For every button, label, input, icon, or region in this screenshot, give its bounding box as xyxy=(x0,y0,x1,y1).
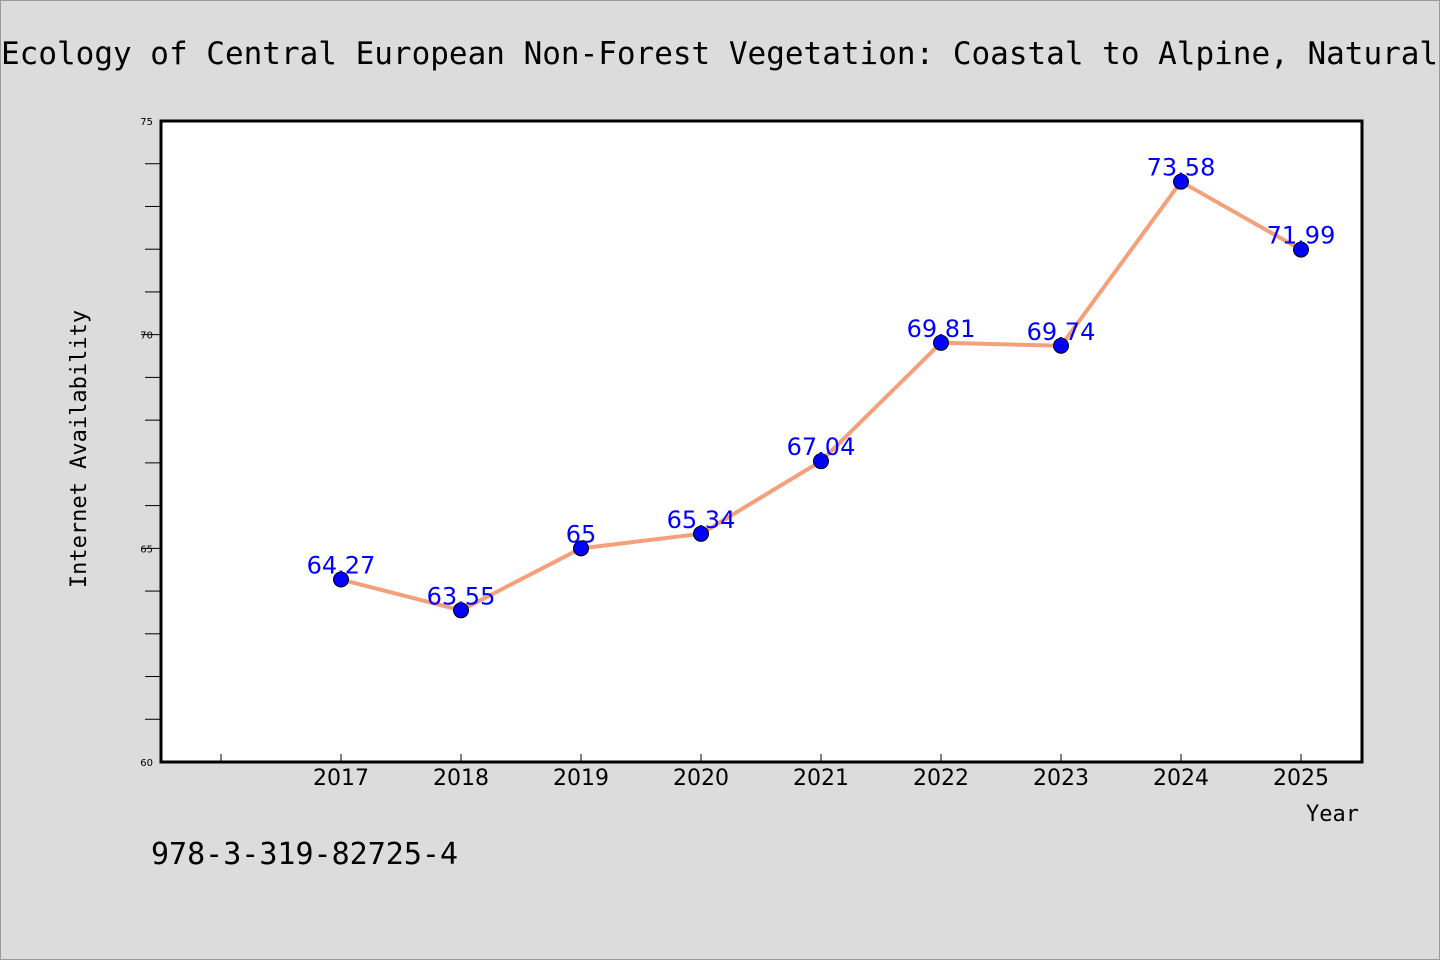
data-point xyxy=(1293,241,1309,258)
x-tick-label: 2025 xyxy=(1273,766,1329,791)
y-tick-label: 65 xyxy=(140,544,153,555)
chart-title: Ecology of Central European Non-Forest V… xyxy=(1,36,1440,72)
x-tick-label: 2021 xyxy=(793,766,849,791)
data-point xyxy=(813,453,829,470)
x-tick-label: 2024 xyxy=(1153,766,1209,791)
data-label: 63.55 xyxy=(427,582,496,610)
x-tick-label: 2019 xyxy=(553,766,609,791)
data-point xyxy=(453,602,469,619)
data-label: 64.27 xyxy=(307,552,376,580)
x-axis-label: Year xyxy=(1306,802,1359,827)
data-label: 65.34 xyxy=(667,506,736,534)
data-series: 64.27 63.55 65 65.34 67.04 69.81 69.74 73.58 71.… xyxy=(307,154,1336,619)
plot-area xyxy=(159,119,1364,764)
x-tick-label: 2023 xyxy=(1033,766,1089,791)
y-axis-label: Internet Availability xyxy=(67,310,92,588)
x-tick-label: 2017 xyxy=(313,766,369,791)
x-tick-label: 2020 xyxy=(673,766,729,791)
data-point xyxy=(693,525,709,542)
y-tick-label: 60 xyxy=(140,758,153,769)
isbn-label: 978-3-319-82725-4 xyxy=(151,837,459,872)
data-label: 71.99 xyxy=(1267,222,1336,250)
y-axis: 60 65 70 75 xyxy=(140,117,161,769)
x-axis: 2017 2018 2019 2020 2021 2022 2023 2024 2025 xyxy=(220,754,1329,791)
data-label: 69.81 xyxy=(907,315,976,343)
data-point xyxy=(1053,337,1069,354)
data-label: 65 xyxy=(566,520,597,548)
data-point xyxy=(333,571,349,588)
x-tick-label: 2022 xyxy=(913,766,969,791)
data-point xyxy=(933,334,949,351)
data-label: 73.58 xyxy=(1147,154,1216,182)
y-tick-label: 70 xyxy=(140,331,153,342)
data-point xyxy=(1173,173,1189,190)
data-point xyxy=(573,540,589,557)
x-tick-label: 2018 xyxy=(433,766,489,791)
data-label: 67.04 xyxy=(787,433,856,461)
data-label: 69.74 xyxy=(1027,318,1096,346)
y-tick-label: 75 xyxy=(140,117,153,128)
